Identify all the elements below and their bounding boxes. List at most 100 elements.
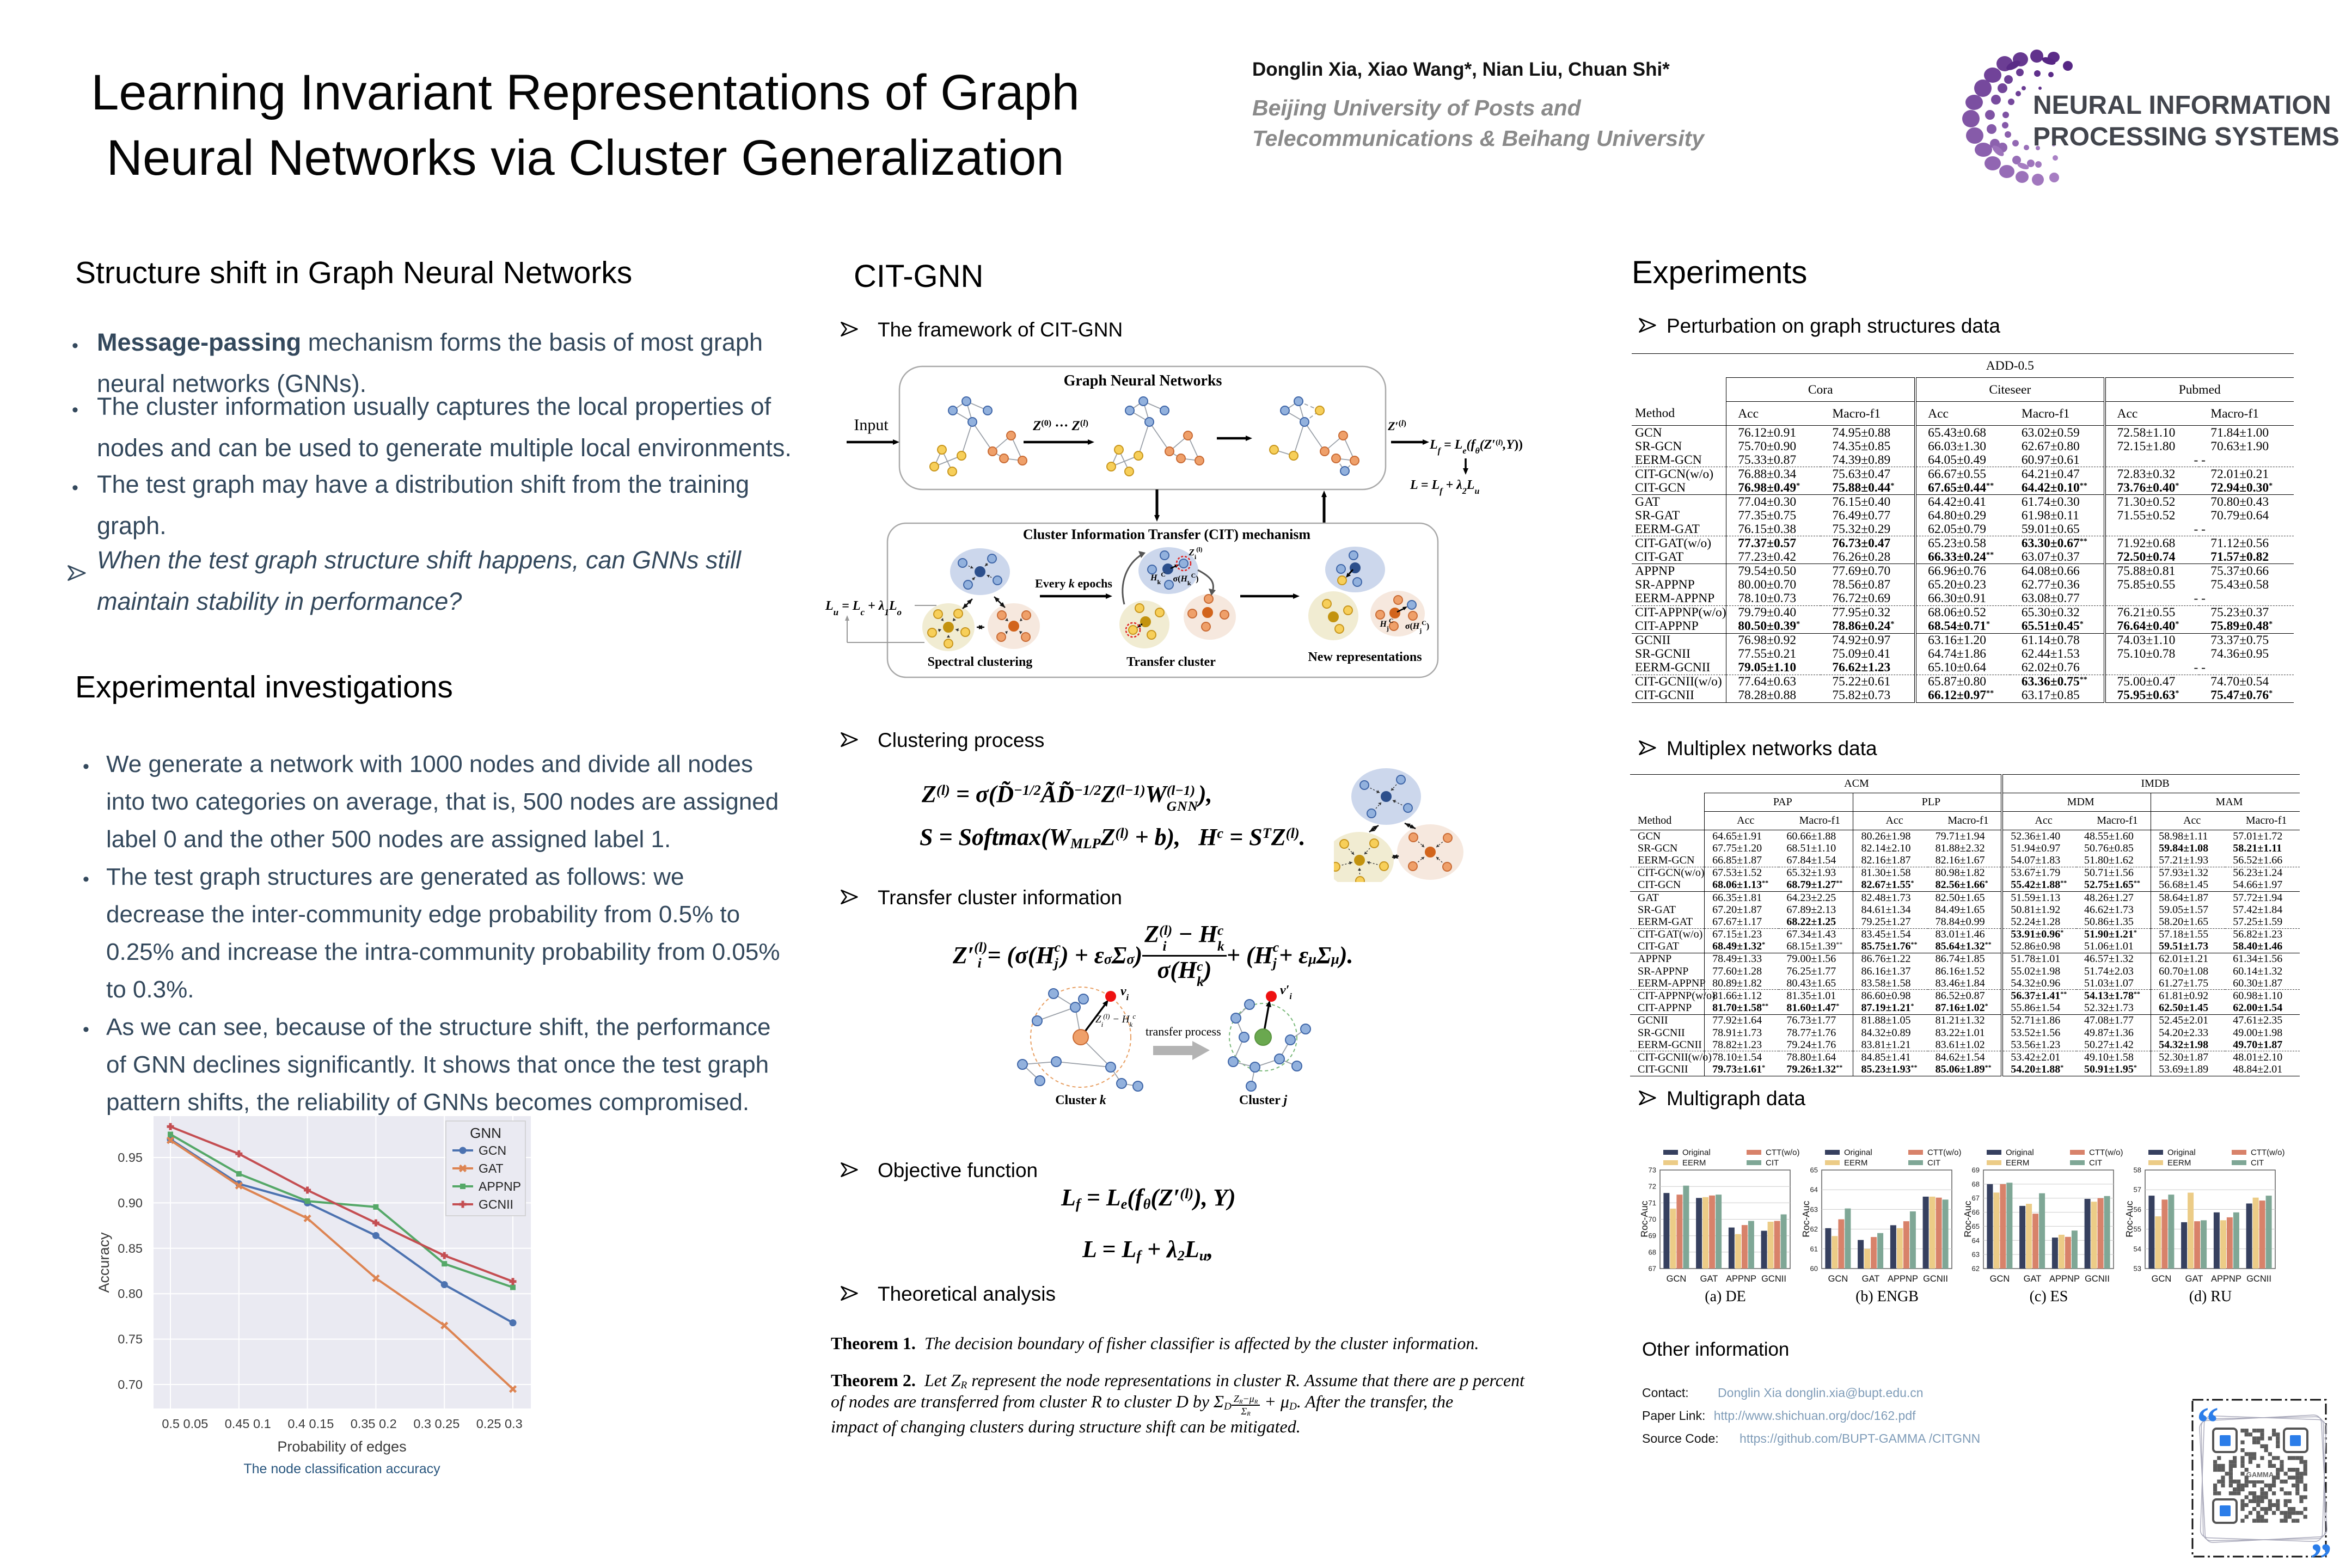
svg-text:0.25 0.3: 0.25 0.3 (476, 1417, 523, 1431)
svg-text:Graph Neural Networks: Graph Neural Networks (1064, 372, 1222, 389)
svg-text:APPNP: APPNP (2049, 1274, 2080, 1284)
svg-text:65: 65 (1972, 1222, 1980, 1230)
svg-text:67: 67 (1649, 1265, 1656, 1273)
svg-text:CTT(w/o): CTT(w/o) (2089, 1148, 2123, 1157)
svg-text:55: 55 (2134, 1225, 2141, 1233)
svg-text:60: 60 (1810, 1265, 1818, 1273)
svg-text:0.5 0.05: 0.5 0.05 (162, 1417, 208, 1431)
svg-text:Cluster k: Cluster k (1055, 1093, 1106, 1107)
svg-text:69: 69 (1972, 1166, 1980, 1174)
svg-text:63: 63 (1810, 1205, 1818, 1214)
svg-text:Original: Original (1682, 1148, 1711, 1157)
svg-text:Accuracy: Accuracy (96, 1232, 112, 1293)
svg-text:Zi(l): Zi(l) (1188, 546, 1202, 561)
svg-text:65: 65 (1810, 1166, 1818, 1174)
svg-text:Lu = Lc + λ1Lo: Lu = Lc + λ1Lo (825, 599, 902, 617)
svg-text:CTT(w/o): CTT(w/o) (1766, 1148, 1800, 1157)
svg-text:64: 64 (1810, 1186, 1818, 1194)
svg-text:L = Lf + λ2Lu: L = Lf + λ2Lu (1410, 478, 1479, 496)
svg-text:Roc-Auc: Roc-Auc (2124, 1200, 2135, 1237)
svg-text:CIT: CIT (1927, 1159, 1940, 1168)
svg-text:57: 57 (2134, 1186, 2141, 1194)
svg-text:GCNII: GCNII (479, 1197, 513, 1211)
svg-text:(b) ENGB: (b) ENGB (1855, 1288, 1919, 1305)
svg-text:66: 66 (1972, 1208, 1980, 1216)
svg-text:Original: Original (2167, 1148, 2196, 1157)
svg-text:Every k epochs: Every k epochs (1035, 577, 1112, 590)
svg-text:GAT: GAT (479, 1161, 504, 1175)
svg-text:0.75: 0.75 (118, 1332, 143, 1346)
svg-text:GCN: GCN (479, 1143, 506, 1157)
svg-text:Cluster j: Cluster j (1239, 1093, 1288, 1107)
svg-text:Lf = Le(fθ(Z′(l),Y)): Lf = Le(fθ(Z′(l),Y)) (1429, 438, 1523, 456)
svg-text:GCN: GCN (1667, 1274, 1687, 1284)
svg-text:GAT: GAT (2185, 1274, 2203, 1284)
svg-text:APPNP: APPNP (479, 1179, 521, 1193)
svg-text:0.4 0.15: 0.4 0.15 (287, 1417, 334, 1431)
svg-text:0.95: 0.95 (118, 1150, 143, 1165)
svg-text:EERM: EERM (1682, 1159, 1706, 1168)
svg-text:GAMMA: GAMMA (2246, 1471, 2274, 1479)
svg-text:HkC: HkC (1150, 571, 1166, 586)
svg-text:58: 58 (2134, 1166, 2141, 1174)
svg-text:Roc-Auc: Roc-Auc (1639, 1200, 1650, 1237)
svg-text:APPNP: APPNP (1726, 1274, 1756, 1284)
svg-text:(a) DE: (a) DE (1705, 1288, 1745, 1305)
svg-text:GAT: GAT (1862, 1274, 1880, 1284)
svg-text:(c) ES: (c) ES (2030, 1288, 2068, 1305)
svg-text:67: 67 (1972, 1194, 1980, 1202)
svg-text:”: ” (2310, 1535, 2332, 1563)
svg-text:GCN: GCN (1828, 1274, 1848, 1284)
svg-text:PROCESSING SYSTEMS: PROCESSING SYSTEMS (2033, 122, 2339, 151)
svg-text:62: 62 (1810, 1225, 1818, 1233)
svg-text:Z(0) ··· Z(l): Z(0) ··· Z(l) (1032, 419, 1088, 434)
svg-text:v′i: v′i (1280, 983, 1292, 1001)
svg-text:Spectral clustering: Spectral clustering (928, 655, 1033, 669)
svg-text:71: 71 (1649, 1199, 1656, 1207)
svg-text:EERM: EERM (2006, 1159, 2029, 1168)
svg-text:68: 68 (1649, 1248, 1656, 1256)
svg-text:CTT(w/o): CTT(w/o) (1927, 1148, 1962, 1157)
svg-text:transfer process: transfer process (1146, 1025, 1221, 1038)
svg-text:Cluster Information Transfer (: Cluster Information Transfer (CIT) mecha… (1023, 526, 1311, 542)
svg-text:54: 54 (2134, 1245, 2141, 1253)
svg-text:GCN: GCN (1990, 1274, 2010, 1284)
svg-text:56: 56 (2134, 1205, 2141, 1214)
svg-text:Transfer cluster: Transfer cluster (1126, 655, 1216, 669)
svg-text:CIT: CIT (2089, 1159, 2102, 1168)
svg-text:61: 61 (1810, 1245, 1818, 1253)
svg-text:Zi(l) − Hkc: Zi(l) − Hkc (1095, 1012, 1136, 1028)
svg-text:73: 73 (1649, 1166, 1656, 1174)
svg-text:Roc-Auc: Roc-Auc (1800, 1200, 1811, 1237)
svg-text:vi: vi (1120, 984, 1129, 1002)
svg-text:GCNII: GCNII (1923, 1274, 1948, 1284)
svg-text:0.45 0.1: 0.45 0.1 (225, 1417, 271, 1431)
svg-text:The node classification accura: The node classification accuracy (243, 1461, 440, 1477)
svg-text:GAT: GAT (2024, 1274, 2042, 1284)
svg-text:0.80: 0.80 (118, 1287, 143, 1301)
svg-text:0.70: 0.70 (118, 1377, 143, 1392)
svg-text:APPNP: APPNP (2211, 1274, 2241, 1284)
svg-text:53: 53 (2134, 1265, 2141, 1273)
svg-text:GCNII: GCNII (2246, 1274, 2271, 1284)
svg-text:69: 69 (1649, 1232, 1656, 1240)
svg-text:68: 68 (1972, 1180, 1980, 1188)
svg-text:CTT(w/o): CTT(w/o) (2251, 1148, 2285, 1157)
svg-text:Roc-Auc: Roc-Auc (1962, 1200, 1973, 1237)
svg-text:GNN: GNN (470, 1125, 501, 1141)
svg-text:HjC: HjC (1379, 617, 1393, 632)
svg-text:63: 63 (1972, 1251, 1980, 1259)
svg-text:CIT: CIT (1766, 1159, 1779, 1168)
svg-text:70: 70 (1649, 1215, 1656, 1223)
svg-text:EERM: EERM (2167, 1159, 2191, 1168)
svg-text:GAT: GAT (1700, 1274, 1718, 1284)
svg-text:CIT: CIT (2251, 1159, 2264, 1168)
svg-text:“: “ (2197, 1399, 2219, 1447)
svg-text:GCNII: GCNII (2085, 1274, 2110, 1284)
svg-text:Original: Original (2006, 1148, 2034, 1157)
svg-text:GCNII: GCNII (1761, 1274, 1786, 1284)
svg-text:EERM: EERM (1844, 1159, 1867, 1168)
svg-text:Input: Input (854, 416, 889, 434)
svg-text:GCN: GCN (2152, 1274, 2172, 1284)
svg-text:New representations: New representations (1308, 650, 1422, 664)
